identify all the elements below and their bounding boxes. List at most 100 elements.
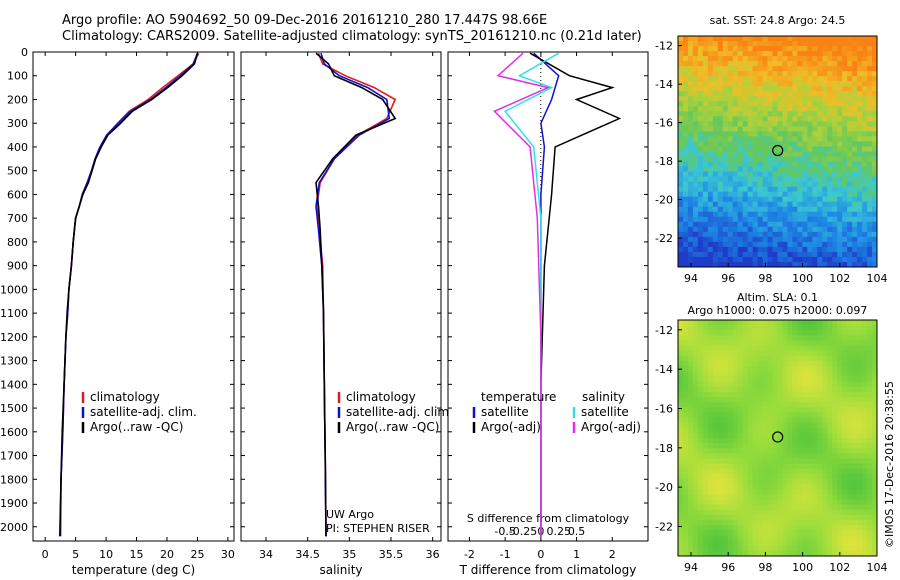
sst_map-ytick-label: -18 bbox=[655, 155, 673, 168]
depth-tick-label: 2000 bbox=[0, 521, 28, 534]
temperature-legend-2-label: Argo(..raw -QC) bbox=[90, 420, 183, 434]
temperature-xtick-label: 30 bbox=[221, 548, 235, 561]
temperature-xtick-label: 20 bbox=[160, 548, 174, 561]
temperature-legend-1-label: satellite-adj. clim. bbox=[90, 405, 197, 419]
salinity-xtick-label: 35.5 bbox=[379, 548, 404, 561]
salinity-legend-1-label: satellite-adj. clim. bbox=[346, 405, 453, 419]
figure-title-line2: Climatology: CARS2009. Satellite-adjuste… bbox=[62, 29, 642, 44]
s-diff-tick-label: -0.25 bbox=[509, 525, 537, 538]
pi-annotation-line1: UW Argo bbox=[326, 508, 374, 521]
legend-t-satellite-label: satellite bbox=[481, 405, 529, 419]
salinity-xtick-label: 34 bbox=[259, 548, 273, 561]
difference-xtick-label: 2 bbox=[609, 548, 616, 561]
depth-tick-label: 100 bbox=[7, 70, 28, 83]
sst_map-xtick-label: 94 bbox=[684, 272, 698, 285]
depth-tick-label: 1200 bbox=[0, 331, 28, 344]
diff-series-1 bbox=[529, 52, 622, 537]
sla_map-ytick-label: -14 bbox=[655, 363, 673, 376]
temperature-xtick-label: 15 bbox=[130, 548, 144, 561]
sla_map-xtick-label: 98 bbox=[758, 561, 772, 574]
salinity-xtick-label: 35 bbox=[342, 548, 356, 561]
temperature-legend-0-label: climatology bbox=[90, 390, 160, 404]
sst_map-ytick-label: -16 bbox=[655, 117, 673, 130]
depth-tick-label: 1800 bbox=[0, 473, 28, 486]
sst_map-ytick-label: -12 bbox=[655, 40, 673, 53]
sst_map-ytick-label: -20 bbox=[655, 194, 673, 207]
sst_map-title: sat. SST: 24.8 Argo: 24.5 bbox=[710, 14, 846, 27]
sla_map-ytick-label: -22 bbox=[655, 521, 673, 534]
sst_map-frame bbox=[677, 35, 878, 268]
sla_map-ytick-label: -16 bbox=[655, 403, 673, 416]
depth-tick-label: 1700 bbox=[0, 450, 28, 463]
argo-location-marker bbox=[772, 431, 784, 443]
temperature-xtick-label: 0 bbox=[42, 548, 49, 561]
sst_map-xtick-label: 104 bbox=[867, 272, 888, 285]
sla_map-xtick-label: 104 bbox=[867, 561, 888, 574]
depth-tick-label: 1400 bbox=[0, 378, 28, 391]
difference-xtick-label: 1 bbox=[573, 548, 580, 561]
salinity-xtick-label: 34.5 bbox=[295, 548, 320, 561]
salinity-xlabel: salinity bbox=[319, 563, 362, 577]
depth-tick-label: 1300 bbox=[0, 355, 28, 368]
salinity-axes-frame bbox=[240, 51, 442, 542]
sla_map-frame bbox=[677, 319, 878, 557]
depth-tick-label: 1100 bbox=[0, 307, 28, 320]
sst_map-ytick-label: -14 bbox=[655, 78, 673, 91]
difference-axes-frame bbox=[447, 51, 649, 542]
difference-xlabel: T difference from climatology bbox=[459, 563, 637, 577]
sst_map-heatmap bbox=[678, 36, 878, 268]
sst_map-xtick-label: 98 bbox=[758, 272, 772, 285]
legend-t-argo-label: Argo(-adj) bbox=[481, 420, 541, 434]
sla_map-title-line2: Argo h1000: 0.075 h2000: 0.097 bbox=[688, 304, 868, 317]
pi-annotation-line2: PI: STEPHEN RISER bbox=[326, 522, 430, 535]
salinity-legend-0-label: climatology bbox=[346, 390, 416, 404]
depth-tick-label: 1900 bbox=[0, 497, 28, 510]
depth-tick-label: 500 bbox=[7, 165, 28, 178]
difference-xtick-label: -1 bbox=[500, 548, 511, 561]
figure-title-line1: Argo profile: AO 5904692_50 09-Dec-2016 … bbox=[62, 13, 548, 28]
legend-salinity-title: salinity bbox=[582, 390, 625, 404]
temperature-series-2 bbox=[59, 52, 199, 537]
sst_map-xtick-label: 96 bbox=[721, 272, 735, 285]
depth-tick-label: 600 bbox=[7, 188, 28, 201]
depth-tick-label: 200 bbox=[7, 93, 28, 106]
depth-tick-label: 1000 bbox=[0, 283, 28, 296]
diff-series-3 bbox=[493, 52, 551, 537]
legend-temperature-title: temperature bbox=[481, 390, 556, 404]
sla_map-title-line1: Altim. SLA: 0.1 bbox=[737, 291, 818, 304]
argo-location-marker bbox=[772, 144, 784, 157]
sla_map-ytick-label: -20 bbox=[655, 481, 673, 494]
sla_map-xtick-label: 94 bbox=[684, 561, 698, 574]
s-diff-tick-label: 0.25 bbox=[546, 525, 571, 538]
sla_map-xtick-label: 96 bbox=[721, 561, 735, 574]
depth-tick-label: 800 bbox=[7, 236, 28, 249]
temperature-xtick-label: 10 bbox=[99, 548, 113, 561]
depth-tick-label: 0 bbox=[21, 46, 28, 59]
temperature-xtick-label: 25 bbox=[190, 548, 204, 561]
sst_map-xtick-label: 102 bbox=[829, 272, 850, 285]
legend-s-satellite-label: satellite bbox=[581, 405, 629, 419]
s-diff-tick-label: -0.5 bbox=[494, 525, 515, 538]
imos-credit: ©IMOS 17-Dec-2016 20:38:55 bbox=[883, 381, 896, 548]
depth-tick-label: 900 bbox=[7, 260, 28, 273]
salinity-xtick-label: 36 bbox=[426, 548, 440, 561]
sst_map-xtick-label: 100 bbox=[792, 272, 813, 285]
temperature-axes-frame bbox=[32, 51, 235, 542]
depth-tick-label: 700 bbox=[7, 212, 28, 225]
sla_map-xtick-label: 100 bbox=[792, 561, 813, 574]
salinity-series-2 bbox=[315, 52, 397, 537]
depth-tick-label: 300 bbox=[7, 117, 28, 130]
sst_map-ytick-label: -22 bbox=[655, 232, 673, 245]
legend-s-argo-label: Argo(-adj) bbox=[581, 420, 641, 434]
depth-tick-label: 400 bbox=[7, 141, 28, 154]
sla_map-ytick-label: -18 bbox=[655, 442, 673, 455]
difference-xtick-label: 0 bbox=[537, 548, 544, 561]
sla_map-heatmap bbox=[678, 320, 878, 557]
depth-tick-label: 1500 bbox=[0, 402, 28, 415]
sla_map-ytick-label: -12 bbox=[655, 324, 673, 337]
s-diff-tick-label: 0.5 bbox=[568, 525, 586, 538]
depth-tick-label: 1600 bbox=[0, 426, 28, 439]
sla_map-xtick-label: 102 bbox=[829, 561, 850, 574]
s-diff-label: S difference from climatology bbox=[467, 512, 630, 525]
